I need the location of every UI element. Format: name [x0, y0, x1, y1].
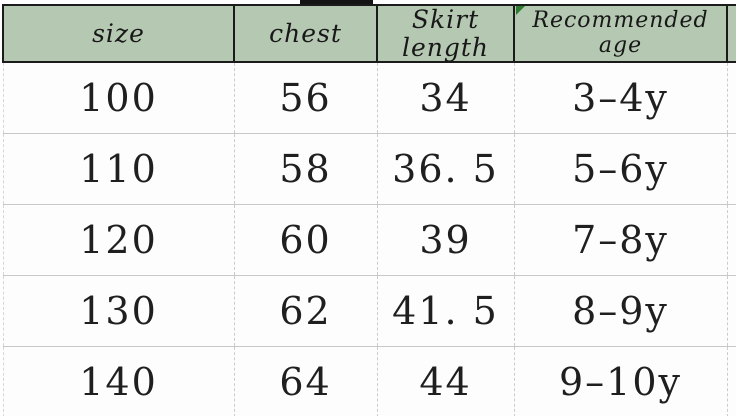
green-corner-marker-icon — [516, 6, 525, 15]
cell-skirt-length: 41. 5 — [376, 275, 514, 347]
table-row: 110 58 36. 5 5–6y — [2, 133, 736, 205]
cell-partial — [726, 346, 736, 416]
table-row: 140 64 44 9–10y — [2, 346, 736, 416]
cell-chest: 62 — [233, 275, 377, 347]
cell-size: 100 — [2, 62, 234, 134]
cell-partial — [726, 62, 736, 134]
cell-chest: 64 — [233, 346, 377, 416]
cell-recommended-age: 8–9y — [513, 275, 727, 347]
column-header-partial — [726, 4, 736, 63]
cell-skirt-length: 36. 5 — [376, 133, 514, 205]
cell-skirt-length: 34 — [376, 62, 514, 134]
cell-recommended-age: 7–8y — [513, 204, 727, 276]
cropped-content-mark — [300, 0, 373, 4]
cell-recommended-age: 5–6y — [513, 133, 727, 205]
cell-size: 110 — [2, 133, 234, 205]
cell-size: 120 — [2, 204, 234, 276]
header-row: size chest Skirt length Recommended age — [2, 4, 736, 63]
column-header-skirt-length: Skirt length — [376, 4, 515, 63]
column-header-chest: chest — [233, 4, 378, 63]
cell-size: 140 — [2, 346, 234, 416]
cell-recommended-age: 9–10y — [513, 346, 727, 416]
cell-chest: 56 — [233, 62, 377, 134]
column-header-size: size — [2, 4, 235, 63]
table-row: 120 60 39 7–8y — [2, 204, 736, 276]
table-row: 100 56 34 3–4y — [2, 62, 736, 134]
table-row: 130 62 41. 5 8–9y — [2, 275, 736, 347]
cell-chest: 58 — [233, 133, 377, 205]
cell-partial — [726, 275, 736, 347]
cell-skirt-length: 39 — [376, 204, 514, 276]
cell-recommended-age: 3–4y — [513, 62, 727, 134]
size-chart-table: size chest Skirt length Recommended age … — [2, 4, 736, 416]
cell-skirt-length: 44 — [376, 346, 514, 416]
cell-size: 130 — [2, 275, 234, 347]
cell-partial — [726, 133, 736, 205]
column-header-recommended-age: Recommended age — [513, 4, 728, 63]
cell-partial — [726, 204, 736, 276]
cell-chest: 60 — [233, 204, 377, 276]
